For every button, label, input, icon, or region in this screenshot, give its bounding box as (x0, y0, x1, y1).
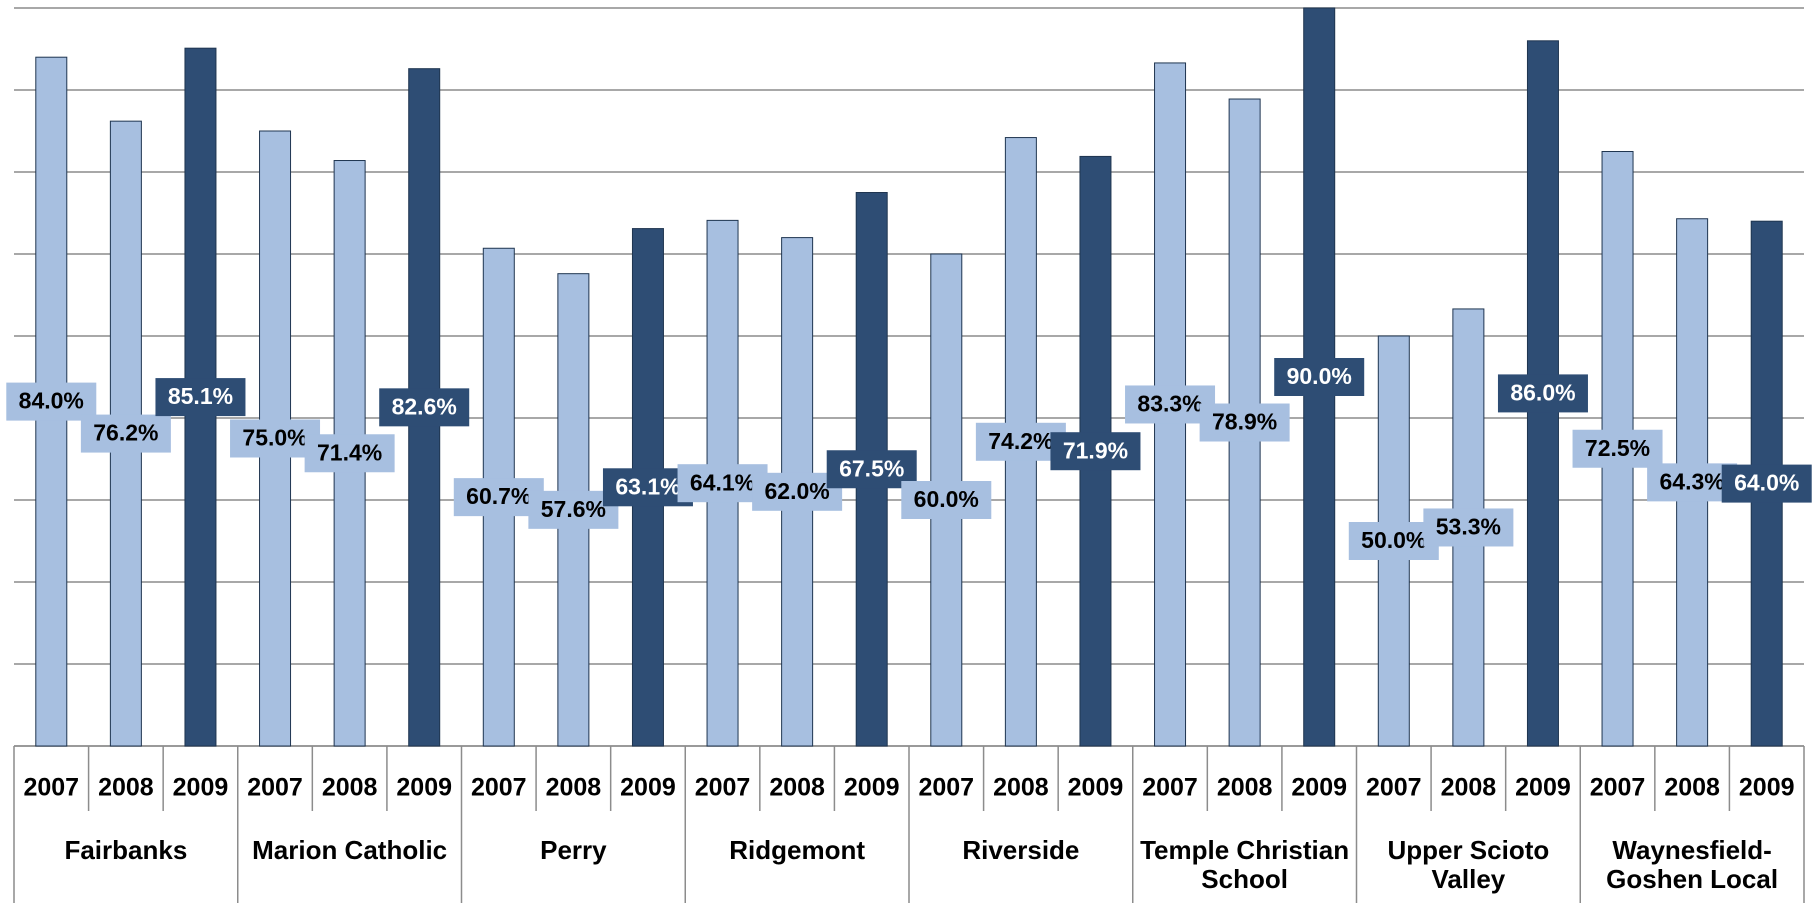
value-label: 71.4% (317, 439, 382, 465)
value-label-box (1497, 374, 1588, 413)
value-label-box (80, 414, 171, 453)
value-label: 60.0% (914, 486, 979, 512)
x-tick-label: 2008 (1441, 774, 1497, 802)
value-label: 82.6% (392, 393, 457, 419)
category-label: Marion Catholic (252, 835, 448, 865)
x-tick-label: 2009 (173, 774, 229, 802)
value-label: 64.3% (1660, 468, 1725, 494)
x-tick-label: 2007 (247, 774, 303, 802)
category-label: Fairbanks (64, 835, 188, 865)
value-label: 60.7% (466, 483, 531, 509)
value-label-box (304, 434, 395, 473)
value-label: 62.0% (765, 478, 830, 504)
x-tick-label: 2009 (620, 774, 676, 802)
value-label: 86.0% (1510, 379, 1575, 405)
value-label: 64.1% (690, 469, 755, 495)
value-label-box (155, 378, 246, 417)
x-tick-label: 2009 (844, 774, 900, 802)
value-label-box (1050, 432, 1141, 471)
category-label: Upper Scioto Valley (1387, 835, 1550, 894)
x-tick-label: 2008 (993, 774, 1049, 802)
x-tick-label: 2007 (1366, 774, 1422, 802)
value-label: 71.9% (1063, 437, 1128, 463)
value-label: 75.0% (242, 425, 307, 451)
category-label: Perry (540, 835, 607, 865)
value-label: 50.0% (1361, 527, 1426, 553)
x-tick-label: 2008 (769, 774, 825, 802)
category-label: Waynesfield-Goshen Local (1606, 835, 1779, 894)
x-tick-label: 2007 (471, 774, 527, 802)
value-label: 90.0% (1287, 363, 1352, 389)
value-label: 85.1% (168, 383, 233, 409)
value-label-box (1423, 508, 1514, 547)
value-label: 83.3% (1137, 391, 1202, 417)
x-tick-label: 2009 (396, 774, 452, 802)
value-label-box (1199, 403, 1290, 442)
x-tick-label: 2007 (23, 774, 79, 802)
x-tick-label: 2009 (1291, 774, 1347, 802)
value-label: 76.2% (93, 420, 158, 446)
value-label: 64.0% (1734, 470, 1799, 496)
value-label-box (379, 388, 470, 427)
x-tick-label: 2007 (918, 774, 974, 802)
value-label: 78.9% (1212, 409, 1277, 435)
x-tick-label: 2008 (98, 774, 154, 802)
x-tick-label: 2008 (546, 774, 602, 802)
x-tick-label: 2007 (695, 774, 751, 802)
value-label-box (901, 481, 992, 519)
category-label: Riverside (962, 835, 1080, 865)
x-tick-label: 2008 (322, 774, 378, 802)
value-label-box (1572, 429, 1663, 468)
x-tick-label: 2007 (1590, 774, 1646, 802)
value-label: 72.5% (1585, 435, 1650, 461)
category-label: Ridgemont (729, 835, 865, 865)
x-tick-label: 2009 (1068, 774, 1124, 802)
value-label: 74.2% (988, 428, 1053, 454)
value-label: 53.3% (1436, 514, 1501, 540)
x-tick-label: 2008 (1217, 774, 1273, 802)
value-label: 57.6% (541, 496, 606, 522)
x-tick-label: 2009 (1739, 774, 1795, 802)
x-tick-label: 2007 (1142, 774, 1198, 802)
value-label-box (1721, 464, 1812, 503)
value-label: 63.1% (615, 473, 680, 499)
x-tick-label: 2008 (1664, 774, 1720, 802)
category-label: Temple Christian School (1140, 835, 1350, 894)
x-tick-label: 2009 (1515, 774, 1571, 802)
value-label-box (6, 382, 97, 421)
value-label: 67.5% (839, 455, 904, 481)
value-label: 84.0% (19, 388, 84, 414)
value-label-box (1274, 358, 1365, 396)
